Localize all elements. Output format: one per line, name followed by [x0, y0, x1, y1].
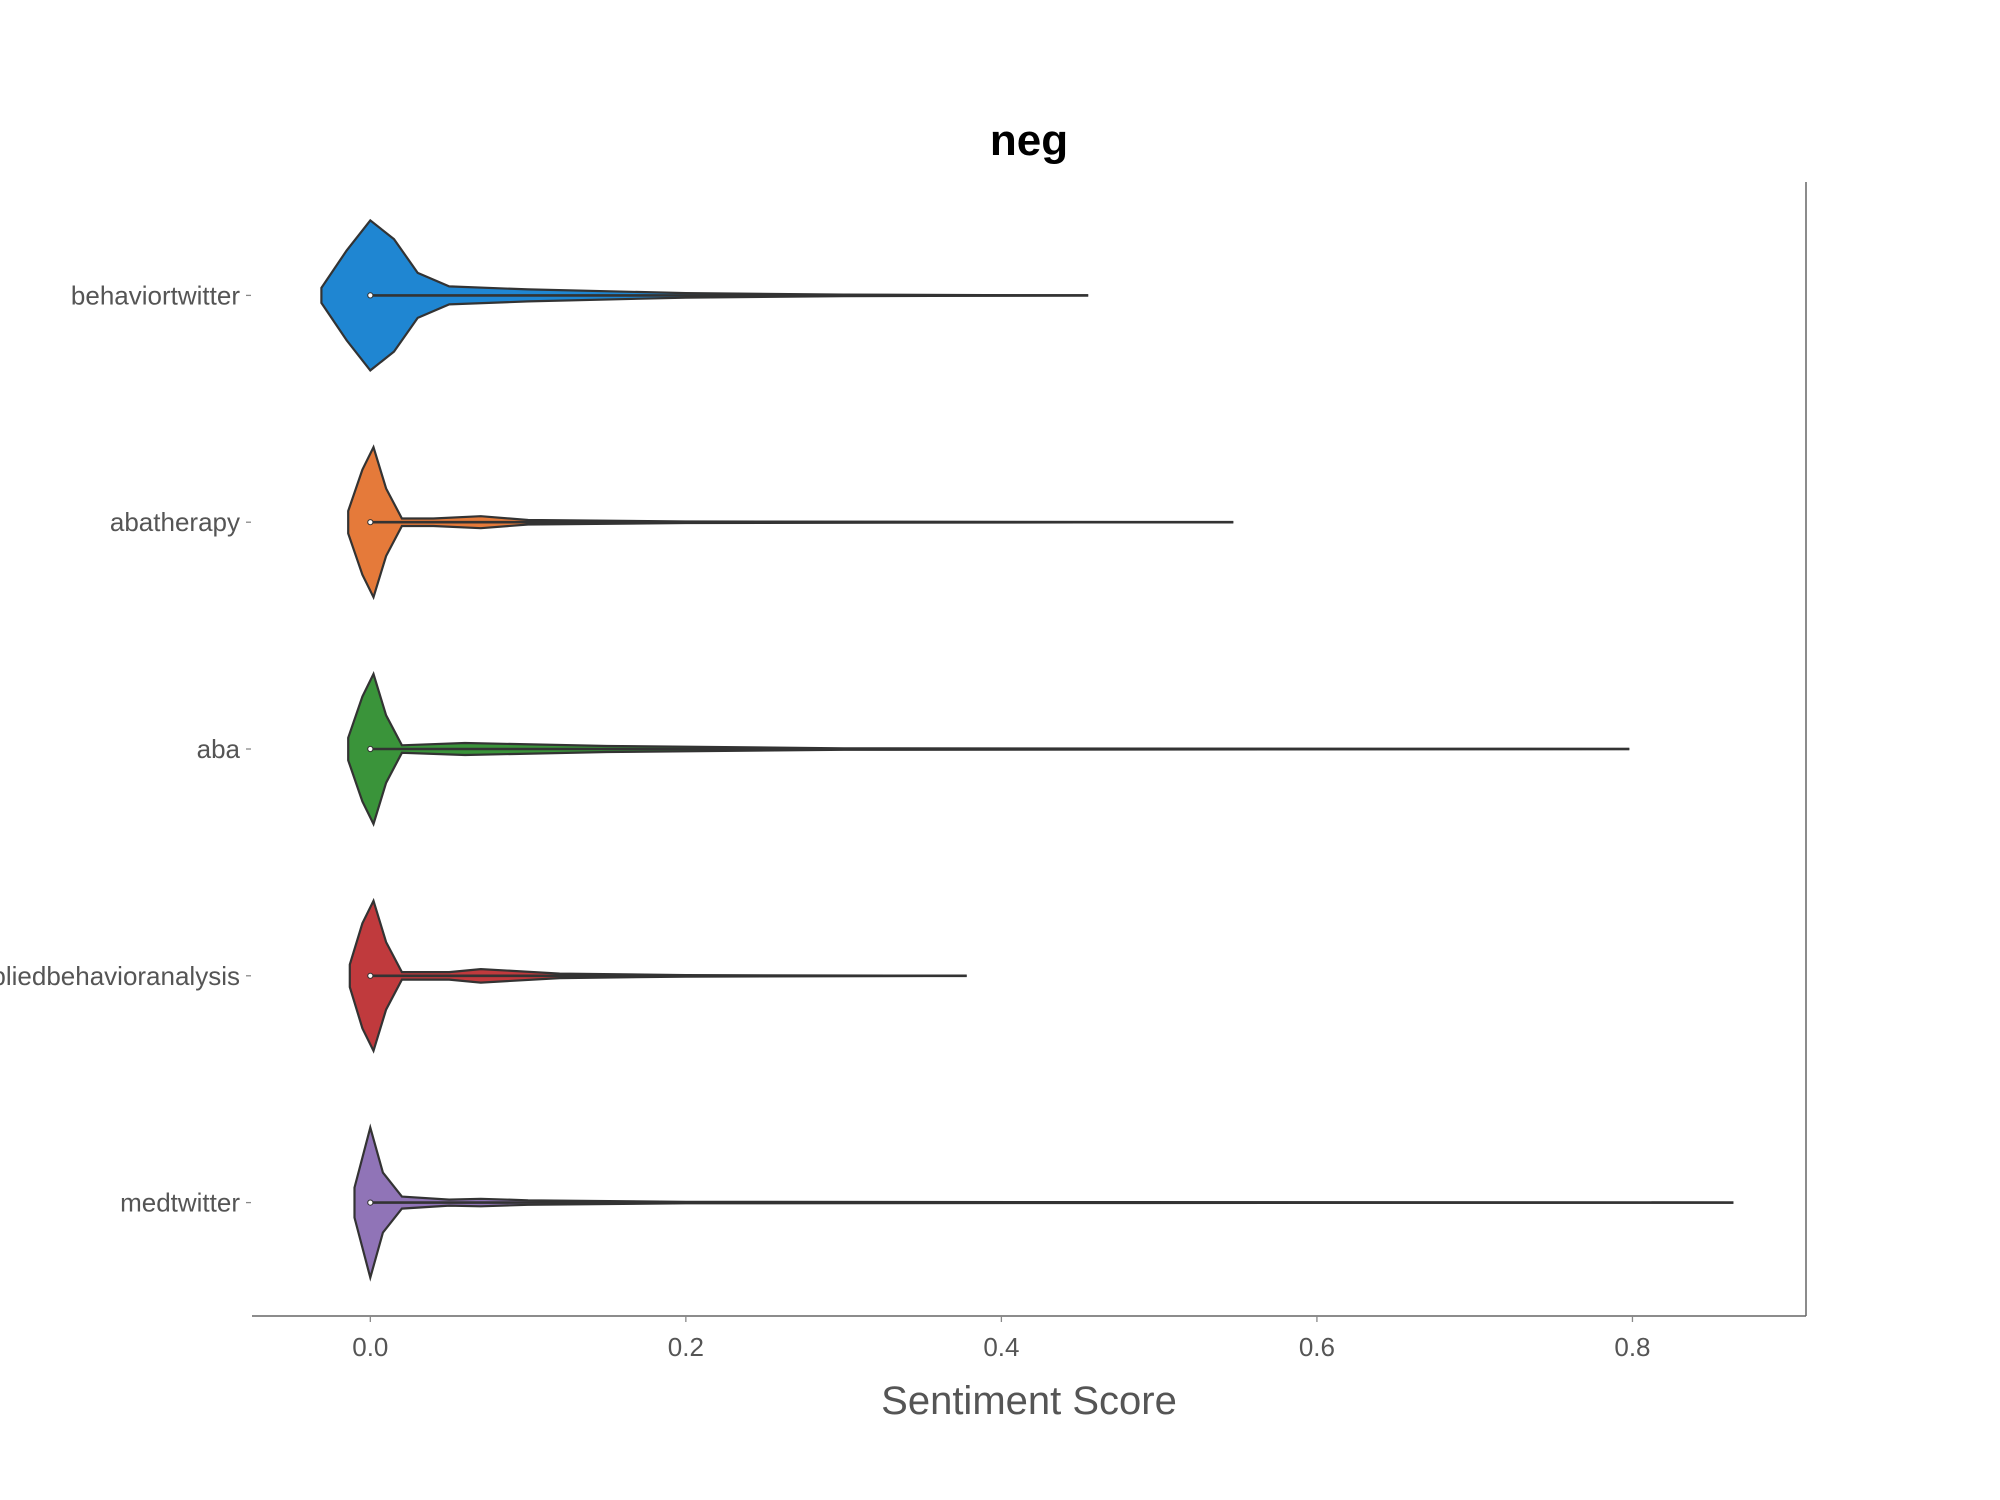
violin-median-appliedbehavioranalysis — [367, 972, 374, 979]
violin-median-medtwitter — [367, 1199, 374, 1206]
x-tick-label: 0.8 — [1614, 1332, 1650, 1362]
y-axis: behaviortwitter abatherapy aba appliedbehav… — [0, 280, 251, 1218]
y-tick-label-aba: aba — [197, 734, 241, 764]
chart-title: neg — [990, 116, 1068, 165]
violin-median-behaviortwitter — [367, 292, 374, 299]
x-axis-title: Sentiment Score — [881, 1379, 1177, 1423]
x-axis: 0.0 0.2 0.4 0.6 0.8 — [352, 1316, 1651, 1362]
x-tick-label: 0.0 — [352, 1332, 388, 1362]
violin-median-abatherapy — [367, 519, 374, 526]
x-tick-label: 0.6 — [1299, 1332, 1335, 1362]
x-tick-label: 0.2 — [668, 1332, 704, 1362]
x-tick-label: 0.4 — [983, 1332, 1019, 1362]
violin-group — [320, 218, 1734, 1282]
y-tick-label-behaviortwitter: behaviortwitter — [71, 280, 240, 310]
y-tick-label-abatherapy: abatherapy — [110, 507, 240, 537]
y-tick-label-medtwitter: medtwitter — [120, 1188, 240, 1218]
y-tick-label-appliedbehavioranalysis: appliedbehavioranalysis — [0, 961, 240, 991]
violin-median-aba — [367, 745, 374, 753]
